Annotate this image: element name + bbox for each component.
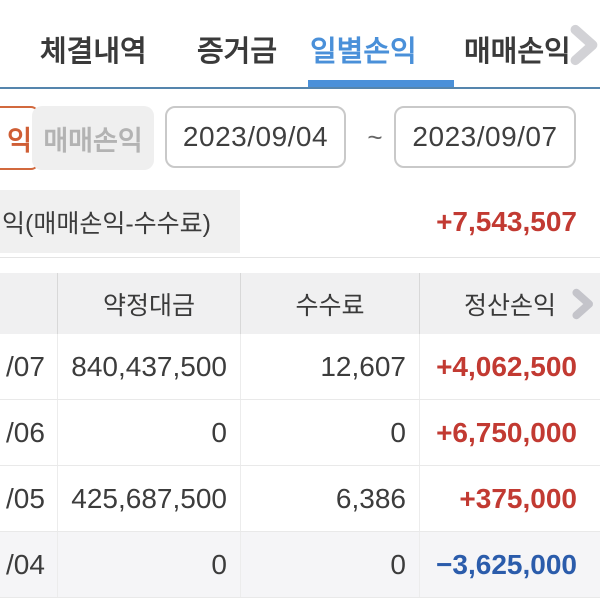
- tab-execution-history[interactable]: 체결내역: [40, 36, 147, 68]
- tab-left-overflow-fragment: 역: [0, 30, 5, 72]
- table-row[interactable]: /04 0 0 −3,625,000: [0, 532, 600, 598]
- toggle-trading-pnl-label: 매매손익: [43, 125, 143, 156]
- toggle-daily-pnl-label: 익: [7, 125, 32, 156]
- cell-date: /04: [6, 548, 45, 580]
- tab-bar: 역 체결내역 증거금 일별손익 매매손익: [0, 0, 600, 89]
- table-row[interactable]: /06 0 0 +6,750,000: [0, 400, 600, 466]
- table-scroll-right-icon[interactable]: [565, 287, 599, 321]
- active-tab-indicator: [308, 80, 454, 89]
- header-date: [0, 273, 57, 334]
- cell-commission: 0: [240, 532, 419, 597]
- cell-settled-pnl: −3,625,000: [419, 532, 600, 597]
- daily-pnl-table: 약정대금 수수료 정산손익 /07 840,437,500 12,607 +4,…: [0, 273, 600, 598]
- tab-trading-pnl[interactable]: 매매손익: [464, 36, 571, 68]
- table-row[interactable]: /07 840,437,500 12,607 +4,062,500: [0, 334, 600, 400]
- cell-contract-amount: 0: [57, 532, 240, 597]
- summary-divider: [0, 257, 600, 258]
- tabs-scroll-right-icon[interactable]: [560, 22, 600, 68]
- table-header-row: 약정대금 수수료 정산손익: [0, 273, 600, 334]
- table-row[interactable]: /05 425,687,500 6,386 +375,000: [0, 466, 600, 532]
- cell-contract-amount: 0: [57, 400, 240, 465]
- cell-settled-pnl: +375,000: [419, 466, 600, 531]
- date-to-field[interactable]: 2023/09/07: [394, 106, 576, 168]
- tab-bar-underline: [0, 87, 600, 89]
- date-from-field[interactable]: 2023/09/04: [165, 106, 346, 168]
- cell-contract-amount: 840,437,500: [57, 334, 240, 399]
- tab-margin[interactable]: 증거금: [197, 36, 278, 68]
- cell-commission: 6,386: [240, 466, 419, 531]
- cell-commission: 12,607: [240, 334, 419, 399]
- cell-date: /07: [6, 350, 45, 382]
- pnl-summary-label: 익(매매손익-수수료): [0, 190, 240, 253]
- date-to-value: 2023/09/07: [412, 121, 558, 152]
- header-commission: 수수료: [240, 273, 419, 334]
- cell-settled-pnl: +4,062,500: [419, 334, 600, 399]
- toggle-trading-pnl-button[interactable]: 매매손익: [32, 106, 154, 170]
- filter-bar: 익 매매손익 2023/09/04 ~ 2023/09/07: [0, 106, 600, 170]
- cell-settled-pnl: +6,750,000: [419, 400, 600, 465]
- cell-contract-amount: 425,687,500: [57, 466, 240, 531]
- cell-date: /06: [6, 416, 45, 448]
- header-settled-pnl: 정산손익: [419, 273, 600, 334]
- cell-commission: 0: [240, 400, 419, 465]
- header-contract-amount: 약정대금: [57, 273, 240, 334]
- date-range-separator: ~: [367, 121, 383, 152]
- pnl-summary-row: 익(매매손익-수수료) +7,543,507: [0, 190, 600, 253]
- tab-daily-pnl[interactable]: 일별손익: [310, 36, 417, 68]
- date-from-value: 2023/09/04: [182, 121, 329, 152]
- cell-date: /05: [6, 482, 45, 514]
- pnl-summary-value: +7,543,507: [436, 205, 577, 237]
